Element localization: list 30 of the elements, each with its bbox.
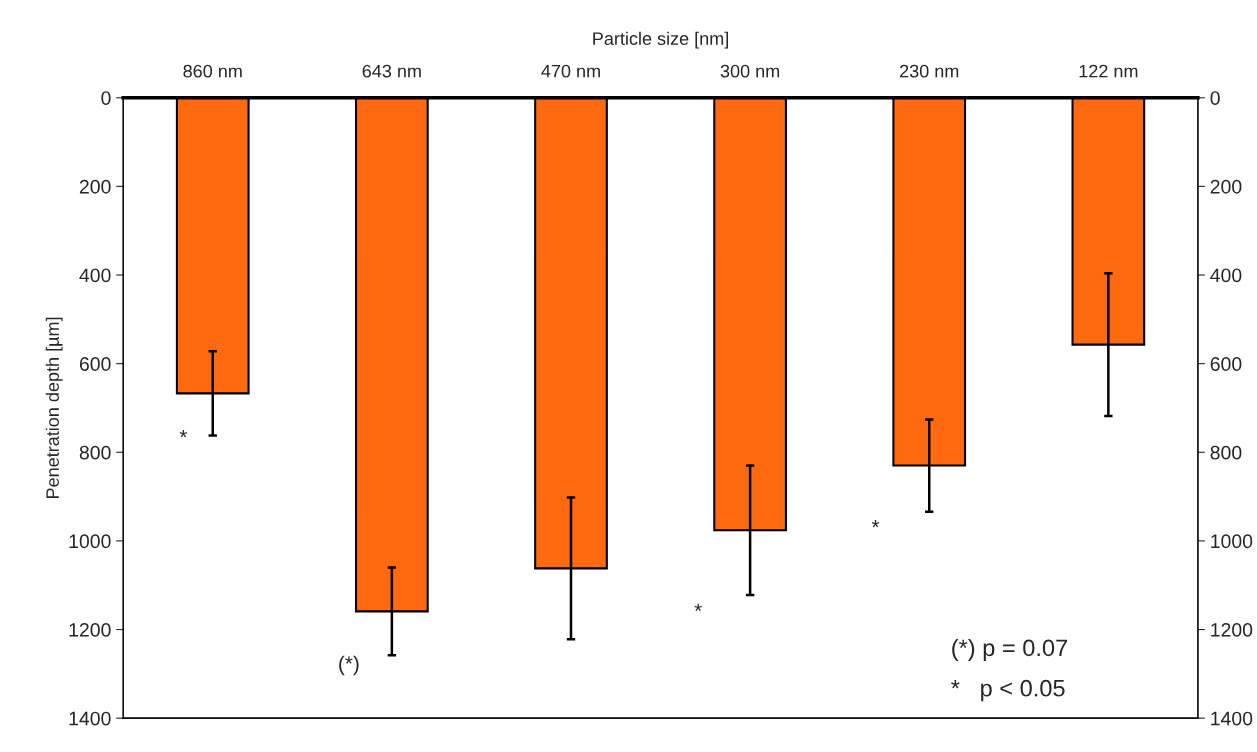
y-tick-label: 1400 bbox=[69, 711, 111, 726]
annotation: * bbox=[694, 603, 702, 612]
y-axis-title: Penetration depth [µm] bbox=[45, 317, 63, 498]
x-axis-title: Particle size [nm] bbox=[593, 31, 728, 49]
x-tick-label: 860 nm bbox=[183, 64, 242, 78]
x-tick-label: 300 nm bbox=[720, 64, 780, 78]
y2-tick-label: 1400 bbox=[1211, 711, 1253, 726]
y-tick-label: 1000 bbox=[69, 534, 111, 549]
x-tick-label: 122 nm bbox=[1079, 64, 1138, 78]
x-tick-label: 470 nm bbox=[541, 64, 600, 78]
x-tick-label: 230 nm bbox=[900, 64, 959, 78]
y2-tick-label: 0 bbox=[1210, 91, 1220, 105]
annotation: * bbox=[871, 519, 880, 528]
y-tick-label: 1200 bbox=[69, 623, 111, 637]
y-tick-label: 400 bbox=[79, 268, 111, 283]
y-tick-label: 200 bbox=[79, 179, 111, 194]
y-tick-label: 800 bbox=[79, 445, 111, 460]
annotation: (*) p = 0.07 bbox=[952, 638, 1068, 661]
y2-tick-label: 1000 bbox=[1211, 534, 1253, 549]
y2-tick-label: 200 bbox=[1210, 179, 1242, 194]
annotation: * bbox=[179, 430, 188, 438]
y2-tick-label: 600 bbox=[1210, 357, 1242, 371]
y2-tick-label: 400 bbox=[1210, 268, 1242, 283]
annotation: * p < 0.05 bbox=[951, 679, 1065, 702]
annotation: (*) bbox=[339, 655, 359, 676]
y-tick-label: 0 bbox=[101, 91, 111, 105]
y2-tick-label: 800 bbox=[1210, 445, 1242, 460]
x-tick-label: 643 nm bbox=[362, 64, 421, 78]
y2-tick-label: 1200 bbox=[1211, 623, 1253, 637]
y-tick-label: 600 bbox=[79, 357, 111, 371]
